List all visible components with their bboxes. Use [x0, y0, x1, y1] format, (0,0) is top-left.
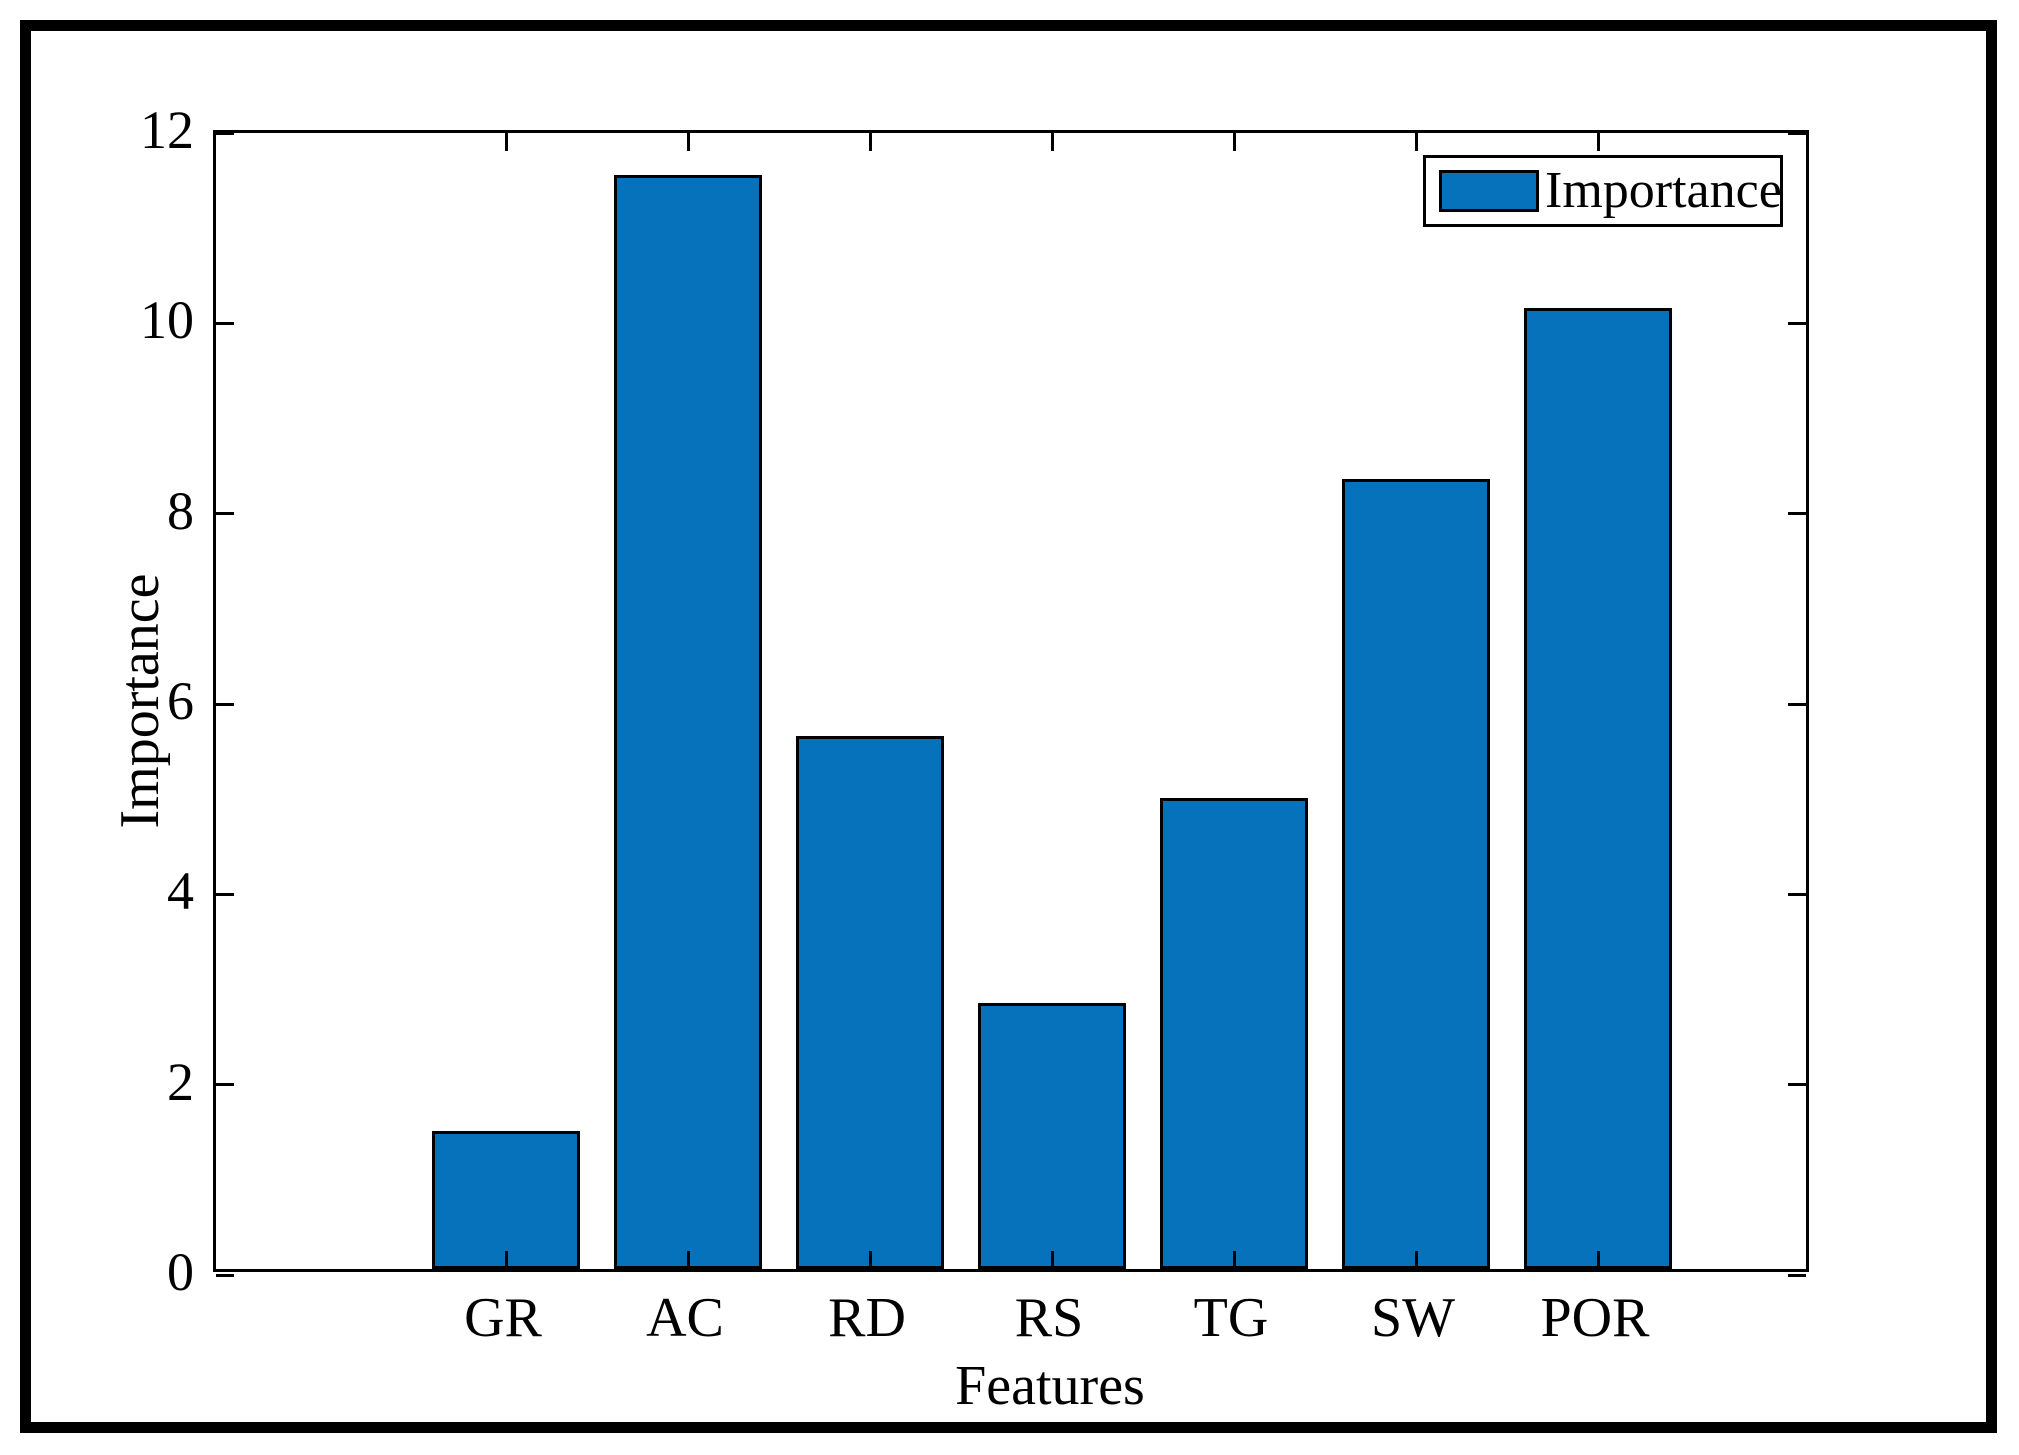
y-tick-mark-right-8	[1788, 512, 1806, 516]
x-tick-mark-rd	[868, 1251, 872, 1269]
y-tick-label-10: 10	[140, 290, 194, 351]
x-tick-label-rd: RD	[828, 1287, 906, 1349]
x-tick-label-sw: SW	[1371, 1287, 1455, 1349]
y-tick-mark-0	[216, 1273, 234, 1277]
y-tick-label-4: 4	[167, 861, 194, 922]
x-tick-label-por: POR	[1540, 1287, 1650, 1349]
y-tick-mark-10	[216, 321, 234, 325]
y-tick-mark-6	[216, 702, 234, 706]
x-tick-mark-top-sw	[1414, 133, 1418, 151]
y-tick-mark-8	[216, 512, 234, 516]
y-tick-mark-12	[216, 131, 234, 135]
x-tick-mark-por	[1596, 1251, 1600, 1269]
bar-rs	[978, 1003, 1126, 1269]
y-tick-mark-right-2	[1788, 1083, 1806, 1087]
bar-gr	[432, 1131, 580, 1269]
y-tick-mark-2	[216, 1083, 234, 1087]
y-tick-label-2: 2	[167, 1051, 194, 1112]
y-tick-mark-right-0	[1788, 1273, 1806, 1277]
y-tick-label-12: 12	[140, 100, 194, 160]
x-tick-mark-top-tg	[1232, 133, 1236, 151]
legend-label: Importance	[1545, 162, 1782, 219]
bar-rd	[796, 736, 944, 1269]
x-tick-mark-top-por	[1596, 133, 1600, 151]
y-tick-label-8: 8	[167, 480, 194, 541]
y-tick-mark-right-10	[1788, 321, 1806, 325]
x-tick-mark-top-ac	[686, 133, 690, 151]
y-tick-mark-right-6	[1788, 702, 1806, 706]
x-tick-label-tg: TG	[1193, 1287, 1269, 1349]
y-tick-mark-right-4	[1788, 892, 1806, 896]
x-tick-label-gr: GR	[464, 1287, 542, 1349]
bar-por	[1524, 308, 1672, 1269]
legend: Importance	[1423, 155, 1783, 227]
x-axis-label: Features	[955, 1355, 1145, 1417]
x-tick-label-rs: RS	[1014, 1287, 1084, 1349]
bar-ac	[614, 175, 762, 1269]
y-tick-mark-4	[216, 892, 234, 896]
legend-swatch	[1439, 170, 1539, 212]
x-tick-mark-rs	[1050, 1251, 1054, 1269]
x-tick-mark-gr	[504, 1251, 508, 1269]
y-tick-mark-right-12	[1788, 131, 1806, 135]
bar-tg	[1160, 798, 1308, 1269]
x-tick-mark-tg	[1232, 1251, 1236, 1269]
x-tick-mark-top-gr	[504, 133, 508, 151]
x-tick-mark-sw	[1414, 1251, 1418, 1269]
x-tick-mark-ac	[686, 1251, 690, 1269]
x-tick-mark-top-rs	[1050, 133, 1054, 151]
y-tick-label-0: 0	[167, 1242, 194, 1302]
x-tick-label-ac: AC	[646, 1287, 724, 1349]
x-tick-mark-top-rd	[868, 133, 872, 151]
y-tick-label-6: 6	[167, 671, 194, 731]
bar-sw	[1342, 479, 1490, 1269]
plot-area: Importance	[213, 130, 1809, 1277]
